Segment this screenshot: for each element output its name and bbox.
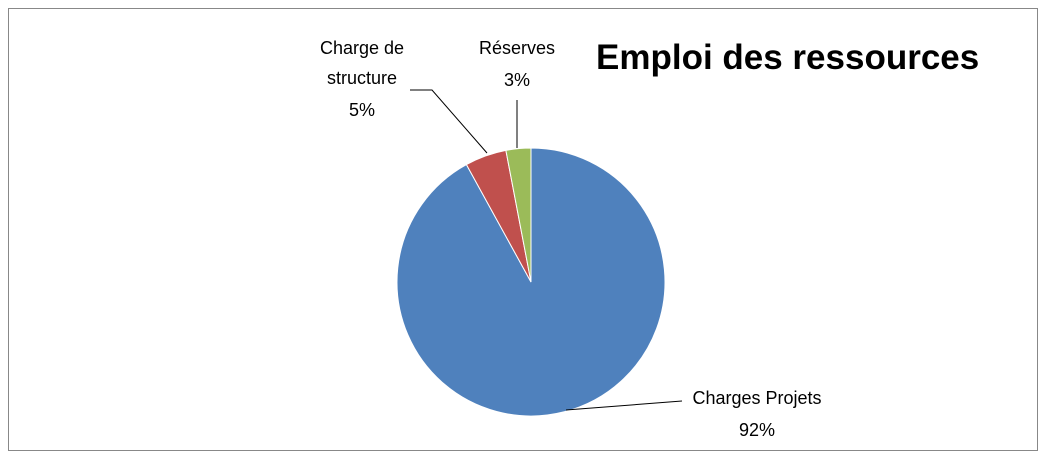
pie-slice bbox=[505, 147, 532, 283]
chart-title: Emploi des ressources bbox=[596, 38, 980, 77]
category-label: Réserves bbox=[478, 38, 556, 58]
leader-line bbox=[565, 400, 683, 411]
value-label: 5% bbox=[348, 100, 376, 120]
value-label: 3% bbox=[503, 70, 531, 90]
category-label: Charge de structure bbox=[319, 38, 405, 88]
leader-line bbox=[410, 89, 488, 154]
category-label: Charges Projets bbox=[692, 388, 822, 408]
value-label: 92% bbox=[738, 420, 776, 440]
